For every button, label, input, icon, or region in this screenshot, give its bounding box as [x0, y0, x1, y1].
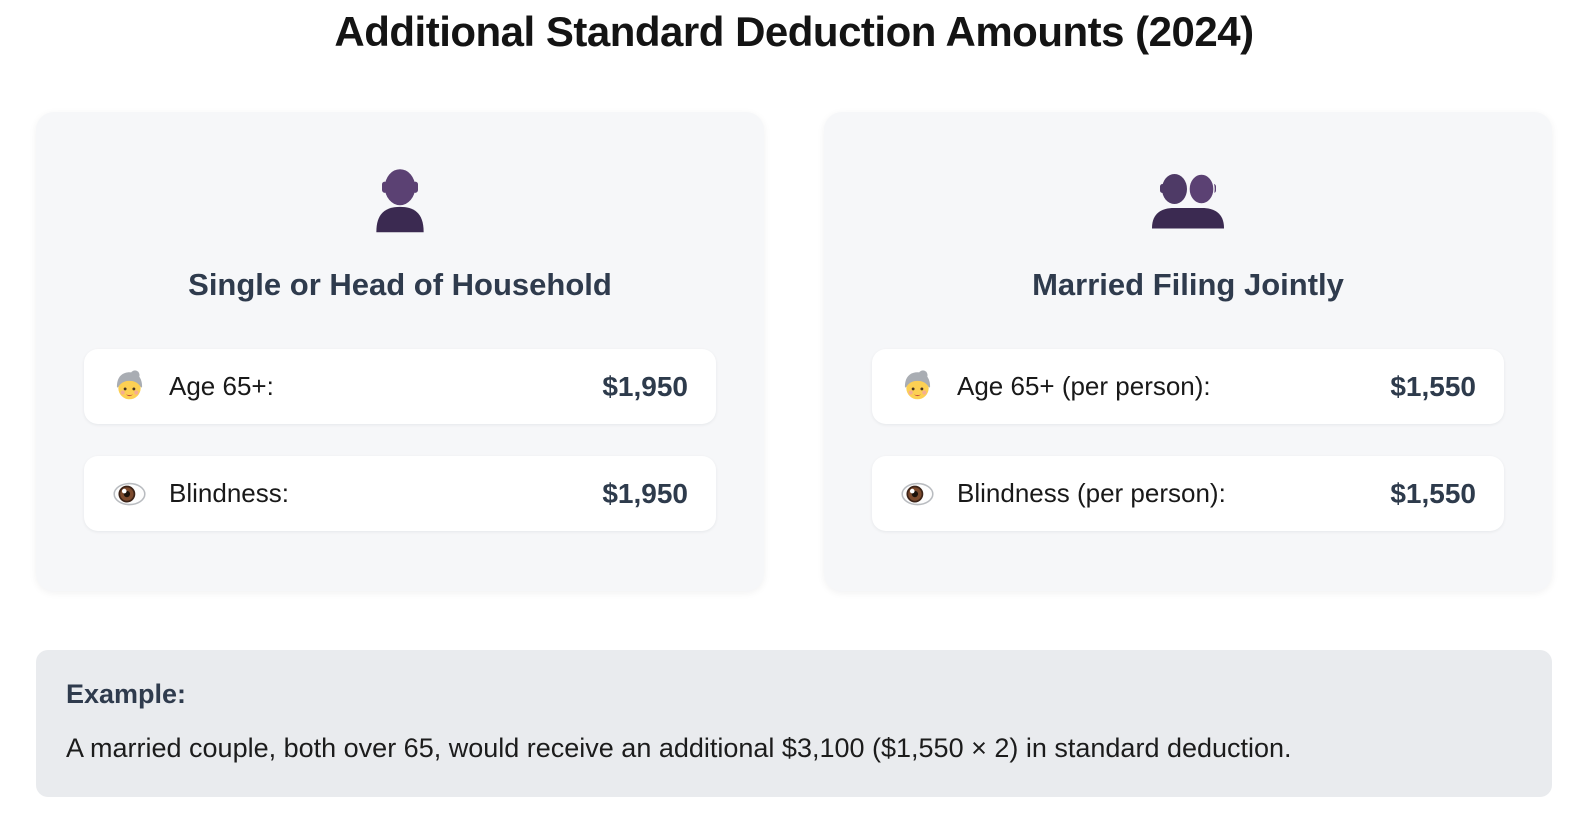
couple-icon — [872, 158, 1504, 240]
row-label: Age 65+: — [169, 371, 274, 402]
row-value: $1,550 — [1390, 477, 1476, 509]
card-single-or-hoh: Single or Head of Household Age 65+: $1,… — [36, 112, 764, 592]
example-callout: Example: A married couple, both over 65,… — [36, 650, 1552, 798]
row-value: $1,950 — [602, 477, 688, 509]
card-married-filing-jointly: Married Filing Jointly Age 65+ (per pers… — [824, 112, 1552, 592]
example-text: A married couple, both over 65, would re… — [66, 733, 1292, 764]
card-title-single: Single or Head of Household — [188, 267, 612, 303]
row-single-age65: Age 65+: $1,950 — [84, 349, 716, 425]
old-woman-icon — [112, 369, 147, 404]
old-woman-icon — [900, 369, 935, 404]
row-label: Blindness: — [169, 478, 289, 509]
eye-icon — [900, 476, 935, 511]
row-label: Blindness (per person): — [957, 478, 1226, 509]
eye-icon — [112, 476, 147, 511]
card-title-married: Married Filing Jointly — [1032, 267, 1344, 303]
person-icon — [84, 158, 716, 240]
example-heading: Example: — [66, 679, 187, 710]
filing-status-cards: Single or Head of Household Age 65+: $1,… — [36, 112, 1552, 592]
row-value: $1,550 — [1390, 370, 1476, 402]
row-value: $1,950 — [602, 370, 688, 402]
row-label: Age 65+ (per person): — [957, 371, 1211, 402]
row-single-blindness: Blindness: $1,950 — [84, 456, 716, 532]
page-title: Additional Standard Deduction Amounts (2… — [334, 8, 1254, 55]
row-married-age65: Age 65+ (per person): $1,550 — [872, 349, 1504, 425]
row-married-blindness: Blindness (per person): $1,550 — [872, 456, 1504, 532]
